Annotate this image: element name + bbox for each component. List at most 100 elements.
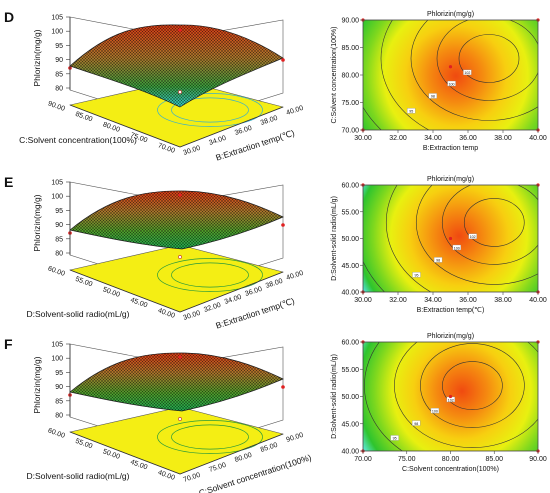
y-tick-label: 38.00 bbox=[260, 115, 279, 127]
y-tick-label: 70.00 bbox=[341, 128, 359, 135]
floor-contour bbox=[157, 258, 263, 292]
contour-line bbox=[420, 343, 525, 428]
y-tick-label: 80.00 bbox=[234, 452, 253, 464]
center-point bbox=[448, 394, 453, 399]
x-tick-label: 75.00 bbox=[398, 456, 416, 463]
z-tick-label: 100 bbox=[51, 29, 63, 36]
design-point bbox=[178, 28, 182, 32]
contour-label-box bbox=[430, 407, 440, 414]
contour-level-label: 95 bbox=[409, 110, 413, 114]
y-tick-label: 34.00 bbox=[208, 135, 227, 147]
contour-line bbox=[442, 361, 503, 410]
contour-line bbox=[364, 342, 403, 451]
panel-label: F bbox=[4, 336, 13, 352]
x-tick-label: 38.00 bbox=[494, 297, 512, 304]
z-tick-label: 105 bbox=[51, 15, 63, 22]
panel-label: D bbox=[4, 9, 14, 25]
x-tick-label: 36.00 bbox=[459, 135, 477, 142]
z-tick-label: 90 bbox=[55, 57, 63, 64]
y-tick-label: 80.00 bbox=[341, 73, 359, 80]
contour-title: Phlorizin(mg/g) bbox=[427, 11, 474, 18]
y-tick-label: 50.00 bbox=[341, 236, 359, 243]
x-axis-label: B:Extraction temp bbox=[423, 145, 478, 152]
y-tick-label: 55.00 bbox=[341, 367, 359, 374]
y-tick-label: 75.00 bbox=[341, 100, 359, 107]
y-tick-label: 34.00 bbox=[224, 294, 243, 306]
z-tick-label: 80 bbox=[55, 86, 63, 93]
z-axis-label: Phlorizin(mg/g) bbox=[32, 29, 42, 86]
x-tick-label: 40.00 bbox=[529, 297, 547, 304]
y-tick-label: 85.00 bbox=[260, 442, 279, 454]
surface-mesh bbox=[70, 24, 283, 107]
x-tick-label: 32.00 bbox=[389, 297, 407, 304]
contour-line bbox=[380, 20, 430, 130]
y-tick-label: 60.00 bbox=[341, 183, 359, 190]
contour-lines bbox=[364, 342, 538, 451]
y-tick-label: 40.00 bbox=[341, 449, 359, 456]
contour-label-box bbox=[468, 233, 477, 239]
contour-level-label: 98 bbox=[436, 259, 440, 263]
x-tick-label: 70.00 bbox=[354, 456, 372, 463]
contour-level-label: 102 bbox=[448, 398, 454, 402]
x-tick-label: 40.00 bbox=[529, 135, 547, 142]
x-axis-label: C:Solvent concentration(100%) bbox=[402, 466, 499, 473]
surface-mesh bbox=[70, 190, 283, 249]
y-axis-label: B:Extraction temp(℃) bbox=[214, 128, 296, 163]
x-tick-label: 60.00 bbox=[47, 265, 66, 278]
contour-level-label: 95 bbox=[414, 274, 418, 278]
contour-label-box bbox=[412, 272, 421, 278]
design-point bbox=[281, 385, 285, 389]
design-point bbox=[178, 355, 182, 359]
z-axis-label: Phlorizin(mg/g) bbox=[32, 356, 42, 413]
y-tick-label: 36.00 bbox=[234, 125, 253, 137]
y-tick-label: 38.00 bbox=[265, 278, 284, 290]
y-tick-label: 75.00 bbox=[208, 462, 227, 474]
floor-contour bbox=[157, 93, 263, 127]
contour-line bbox=[410, 20, 538, 121]
contour-line bbox=[385, 185, 432, 292]
y-tick-label: 40.00 bbox=[285, 270, 304, 282]
contour-label-box bbox=[447, 80, 456, 87]
contour-lines bbox=[363, 185, 538, 292]
design-point-below bbox=[178, 255, 182, 259]
x-axis bbox=[69, 104, 181, 148]
x-tick-label: 80.00 bbox=[442, 456, 460, 463]
floor-contour bbox=[171, 97, 249, 123]
contour-label-box bbox=[407, 108, 416, 114]
y-tick-label: 50.00 bbox=[341, 394, 359, 401]
contour-label-box bbox=[463, 69, 472, 76]
y-tick-label: 30.00 bbox=[182, 145, 201, 157]
z-axis-label: Phlorizin(mg/g) bbox=[32, 194, 42, 251]
y-tick-label: 90.00 bbox=[341, 18, 359, 25]
x-tick-label: 34.00 bbox=[424, 297, 442, 304]
contour-line bbox=[436, 20, 538, 101]
z-tick-label: 85 bbox=[55, 398, 63, 405]
x-tick-label: 60.00 bbox=[47, 427, 66, 440]
y-tick-label: 45.00 bbox=[341, 421, 359, 428]
contour-level-label: 102 bbox=[464, 71, 470, 75]
panel-label: E bbox=[4, 174, 13, 190]
contour-level-label: 98 bbox=[431, 95, 435, 99]
contour-title: Phlorizin(mg/g) bbox=[427, 176, 474, 183]
y-tick-label: 70.00 bbox=[182, 472, 201, 484]
y-tick-label: 30.00 bbox=[182, 310, 201, 322]
y-axis-label: D:Solvent-solid radio(mL/g) bbox=[331, 354, 338, 439]
z-tick-label: 80 bbox=[55, 413, 63, 420]
y-axis-label: C:Solvent concentration(100%) bbox=[331, 27, 338, 124]
y-tick-label: 85.00 bbox=[341, 45, 359, 52]
y-tick-label: 55.00 bbox=[341, 209, 359, 216]
y-axis bbox=[179, 271, 284, 313]
x-tick-label: 34.00 bbox=[424, 135, 442, 142]
x-tick-label: 32.00 bbox=[389, 135, 407, 142]
x-axis bbox=[69, 269, 181, 313]
x-tick-label: 30.00 bbox=[354, 297, 372, 304]
contour-line bbox=[394, 342, 538, 448]
contour-level-label: 95 bbox=[393, 437, 397, 441]
y-tick-label: 32.00 bbox=[203, 302, 222, 314]
z-tick-label: 85 bbox=[55, 71, 63, 78]
z-tick-label: 100 bbox=[51, 194, 63, 201]
design-point bbox=[178, 193, 182, 197]
z-tick-label: 95 bbox=[55, 208, 63, 215]
surface-panel-3 bbox=[66, 343, 285, 475]
